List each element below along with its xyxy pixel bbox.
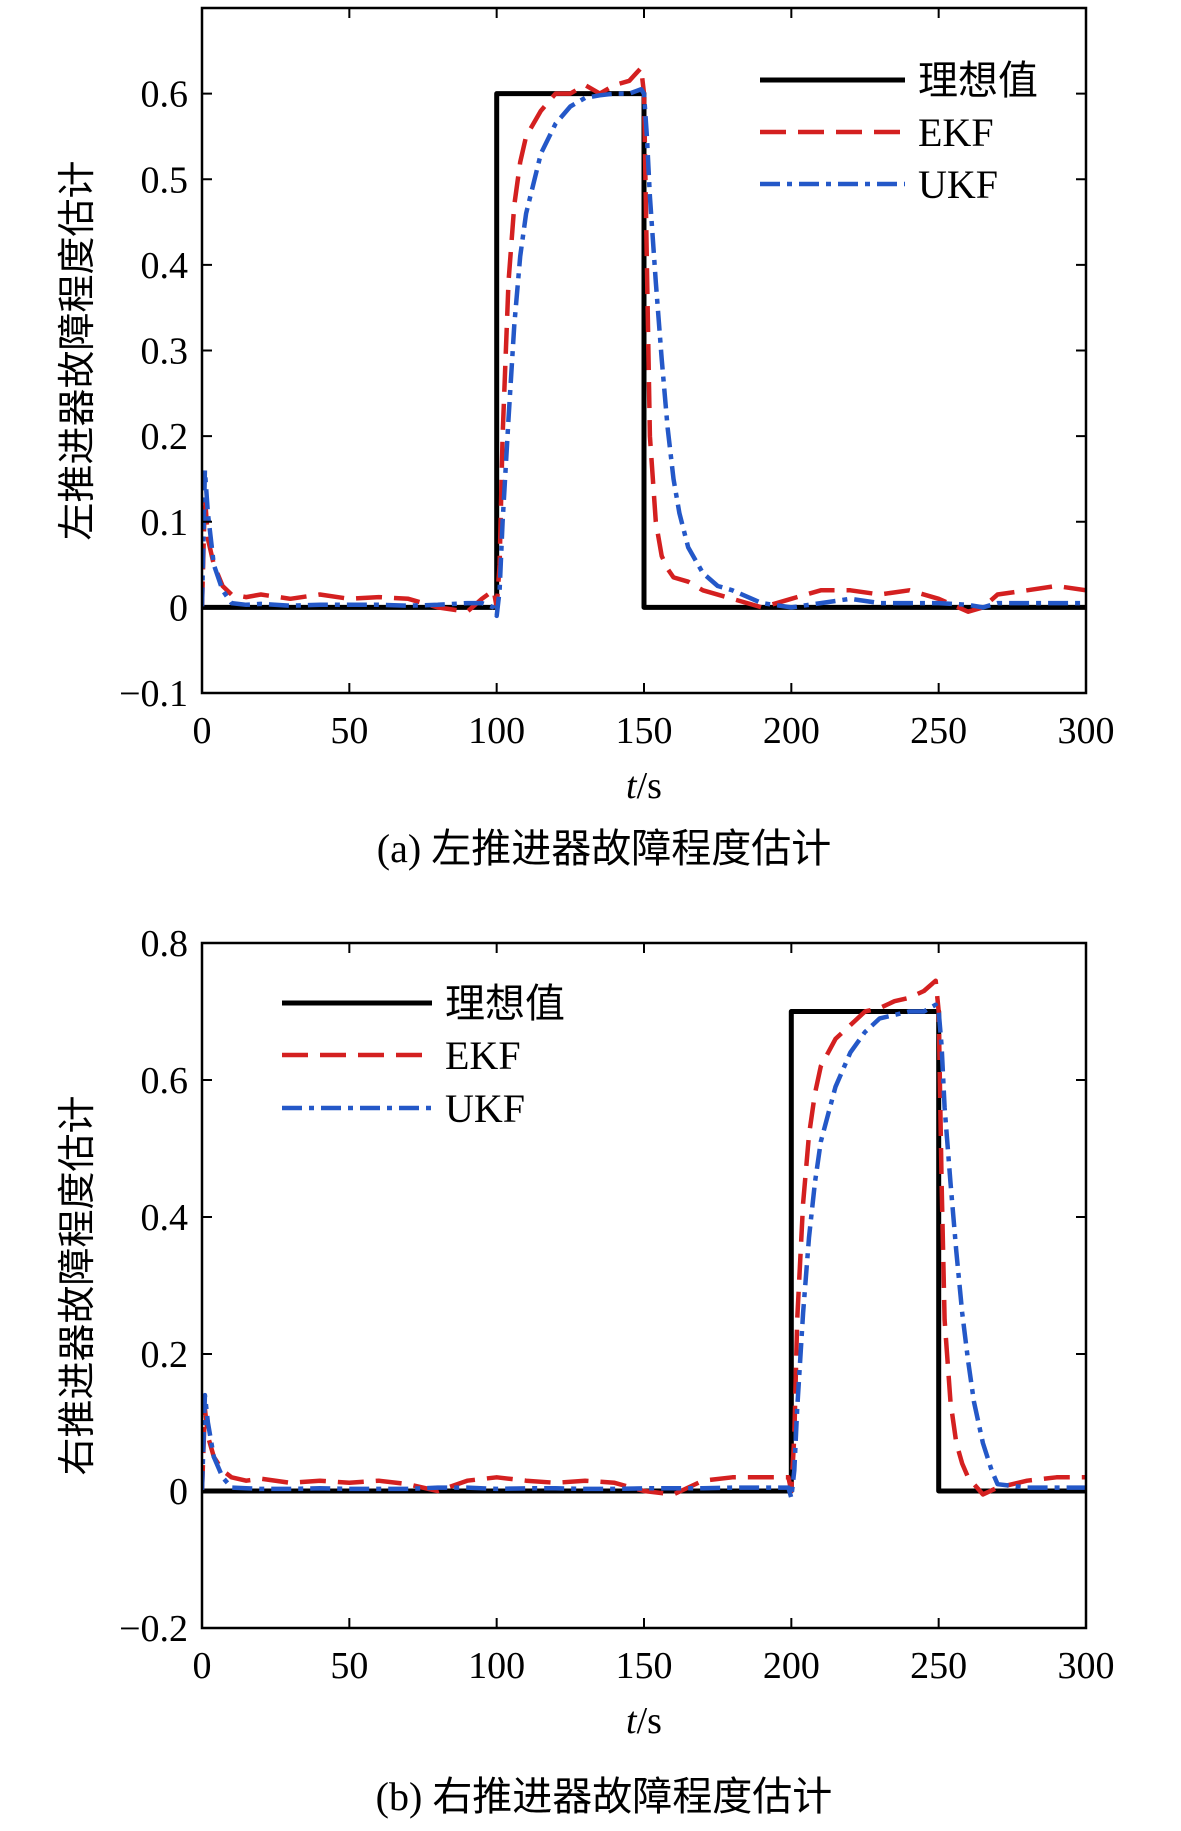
y-tick-label: 0.2 [141, 416, 189, 458]
x-tick-label: 300 [1058, 1645, 1115, 1687]
y-tick-label: 0.4 [141, 1197, 189, 1239]
x-tick-label: 200 [763, 710, 820, 752]
x-axis-label-unit: /s [637, 1700, 662, 1742]
x-tick-label: 50 [330, 1645, 368, 1687]
series-line-ekf [202, 65, 1086, 614]
x-tick-label: 250 [910, 1645, 967, 1687]
x-tick-label: 100 [468, 1645, 525, 1687]
x-tick-label: 150 [616, 1645, 673, 1687]
plot-frame [200, 941, 1088, 1630]
x-tick-label: 200 [763, 1645, 820, 1687]
x-axis-label: t/s [626, 1700, 662, 1742]
series-group [202, 978, 1086, 1501]
chart-panel-b: 0 50 100 150 200 250 300−0.200.20.40.60.8t/s右推… [57, 923, 1115, 1819]
series-line-ukf [202, 1002, 1086, 1501]
legend-label-ukf: UKF [445, 1086, 525, 1131]
y-tick-label: 0.4 [141, 245, 189, 287]
legend-label-ekf: EKF [445, 1033, 521, 1078]
y-axis-label: 右推进器故障程度估计 [57, 1095, 99, 1475]
y-tick-label: 0.5 [141, 159, 189, 201]
y-tick-label: 0 [169, 1471, 188, 1513]
y-axis-label: 左推进器故障程度估计 [57, 160, 99, 540]
x-tick-label: 0 [193, 710, 212, 752]
y-tick-label: −0.1 [119, 673, 188, 715]
legend-label-ideal: 理想值 [445, 981, 565, 1026]
x-tick-label: 0 [193, 1645, 212, 1687]
x-tick-label: 150 [616, 710, 673, 752]
y-tick-label: 0 [169, 587, 188, 629]
y-tick-label: 0.1 [141, 502, 189, 544]
legend-label-ekf: EKF [918, 110, 994, 155]
x-tick-label: 300 [1058, 710, 1115, 752]
y-tick-label: 0.3 [141, 331, 189, 373]
x-tick-label: 100 [468, 710, 525, 752]
y-tick-label: 0.2 [141, 1334, 189, 1376]
y-tick-label: −0.2 [119, 1608, 188, 1650]
legend-label-ideal: 理想值 [918, 58, 1038, 103]
y-tick-label: 0.8 [141, 923, 189, 965]
chart-caption: (a) 左推进器故障程度估计 [377, 826, 831, 871]
x-axis-label-var: t [626, 765, 638, 807]
y-tick-label: 0.6 [141, 74, 189, 116]
x-tick-label: 250 [910, 710, 967, 752]
chart-caption: (b) 右推进器故障程度估计 [376, 1774, 833, 1819]
x-axis-label: t/s [626, 765, 662, 807]
x-tick-label: 50 [330, 710, 368, 752]
x-axis-label-var: t [626, 1700, 638, 1742]
chart-panel-a: 0 50 100 150 200 250 300−0.100.10.20.30.40.50.… [57, 6, 1115, 871]
y-tick-label: 0.6 [141, 1060, 189, 1102]
x-axis-label-unit: /s [637, 765, 662, 807]
series-line-ukf [202, 87, 1086, 619]
legend-label-ukf: UKF [918, 162, 998, 207]
series-group [202, 65, 1086, 619]
